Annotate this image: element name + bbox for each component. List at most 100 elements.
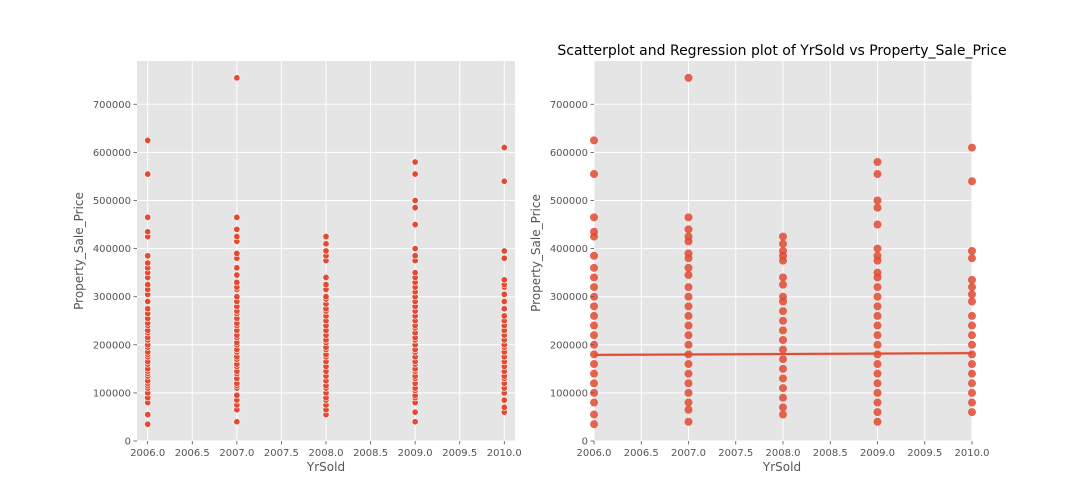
data-point (500, 247, 508, 255)
x-tick-label: 2007.0 (219, 448, 254, 459)
data-point (500, 144, 508, 152)
data-point (144, 252, 152, 260)
data-point (873, 158, 882, 167)
data-point (322, 281, 330, 289)
data-point (684, 321, 693, 330)
data-point (684, 232, 693, 241)
data-point (590, 360, 598, 369)
data-point (590, 263, 598, 272)
data-point (411, 170, 419, 178)
data-point (411, 269, 419, 277)
data-point (500, 298, 508, 306)
x-ticks: 2006.0 2006.5 2007.0 2007.5 2008.0 2008.5 2009… (577, 441, 990, 459)
data-point (590, 283, 598, 292)
data-point (411, 252, 419, 260)
data-point (233, 74, 241, 82)
data-point (873, 408, 882, 417)
data-point (779, 403, 787, 412)
data-point (590, 410, 598, 419)
data-point (500, 290, 508, 298)
data-point (779, 345, 787, 354)
data-point (144, 213, 152, 221)
y-tick-label: 500000 (93, 196, 131, 207)
data-point (684, 388, 693, 397)
data-point (873, 292, 882, 301)
x-tick-label: 2006.0 (577, 448, 612, 459)
data-point (411, 158, 419, 166)
data-point (233, 213, 241, 221)
data-point (233, 233, 241, 241)
x-tick-label: 2007.5 (264, 448, 299, 459)
data-point (590, 136, 598, 145)
data-point (500, 177, 508, 185)
data-point (590, 273, 598, 282)
data-point (233, 264, 241, 272)
data-point (411, 245, 419, 253)
data-point (873, 311, 882, 320)
data-point (873, 251, 882, 260)
data-point (233, 249, 241, 257)
data-point (590, 420, 598, 429)
data-point (322, 233, 330, 241)
data-point (968, 331, 976, 340)
x-tick-label: 2009.0 (860, 448, 895, 459)
data-point (779, 239, 787, 248)
data-point (968, 321, 976, 330)
y-tick-label: 200000 (93, 340, 131, 351)
data-point (684, 73, 693, 82)
data-point (968, 360, 976, 369)
data-point (968, 379, 976, 388)
data-point (779, 292, 787, 301)
data-point (873, 417, 882, 426)
data-point (779, 374, 787, 383)
y-ticks: 0 100000 200000 300000 400000 500000 600000 700… (550, 100, 594, 448)
data-point (968, 398, 976, 407)
data-point (873, 203, 882, 212)
data-point (322, 247, 330, 255)
y-tick-label: 0 (582, 437, 588, 448)
data-point (322, 240, 330, 248)
chart-title: Scatterplot and Regression plot of YrSol… (557, 43, 1006, 59)
data-point (779, 232, 787, 241)
x-tick-label: 2010.0 (487, 448, 522, 459)
data-point (873, 170, 882, 179)
data-point (779, 273, 787, 282)
y-tick-label: 200000 (550, 340, 588, 351)
data-point (779, 335, 787, 344)
data-point (233, 391, 241, 399)
y-tick-label: 700000 (93, 100, 131, 111)
data-point (873, 244, 882, 253)
data-point (233, 271, 241, 279)
data-point (590, 321, 598, 330)
x-tick-label: 2006.0 (130, 448, 165, 459)
x-ticks: 2006.0 2006.5 2007.0 2007.5 2008.0 2008.5 2009… (130, 441, 522, 459)
data-point (684, 213, 693, 222)
data-point (684, 311, 693, 320)
data-point (873, 196, 882, 205)
x-tick-label: 2008.0 (766, 448, 801, 459)
data-point (144, 170, 152, 178)
x-axis-label: YrSold (762, 460, 801, 474)
data-point (144, 259, 152, 267)
data-points (144, 74, 508, 428)
data-points (590, 73, 976, 429)
data-point (873, 331, 882, 340)
regression-chart-right: 2006.0 2006.5 2007.0 2007.5 2008.0 2008.5 2009… (529, 43, 1007, 474)
data-point (411, 196, 419, 204)
y-ticks: 0 100000 200000 300000 400000 500000 600000 700… (93, 100, 137, 448)
data-point (144, 298, 152, 306)
data-point (411, 418, 419, 426)
data-point (233, 293, 241, 301)
y-tick-label: 100000 (550, 388, 588, 399)
data-point (684, 302, 693, 311)
data-point (684, 398, 693, 407)
data-point (684, 360, 693, 369)
y-axis-label: Property_Sale_Price (529, 194, 543, 312)
x-axis-label: YrSold (306, 460, 345, 474)
data-point (684, 263, 693, 272)
data-point (873, 268, 882, 277)
data-point (779, 307, 787, 316)
y-tick-label: 300000 (93, 292, 131, 303)
y-tick-label: 700000 (550, 100, 588, 111)
data-point (779, 384, 787, 393)
